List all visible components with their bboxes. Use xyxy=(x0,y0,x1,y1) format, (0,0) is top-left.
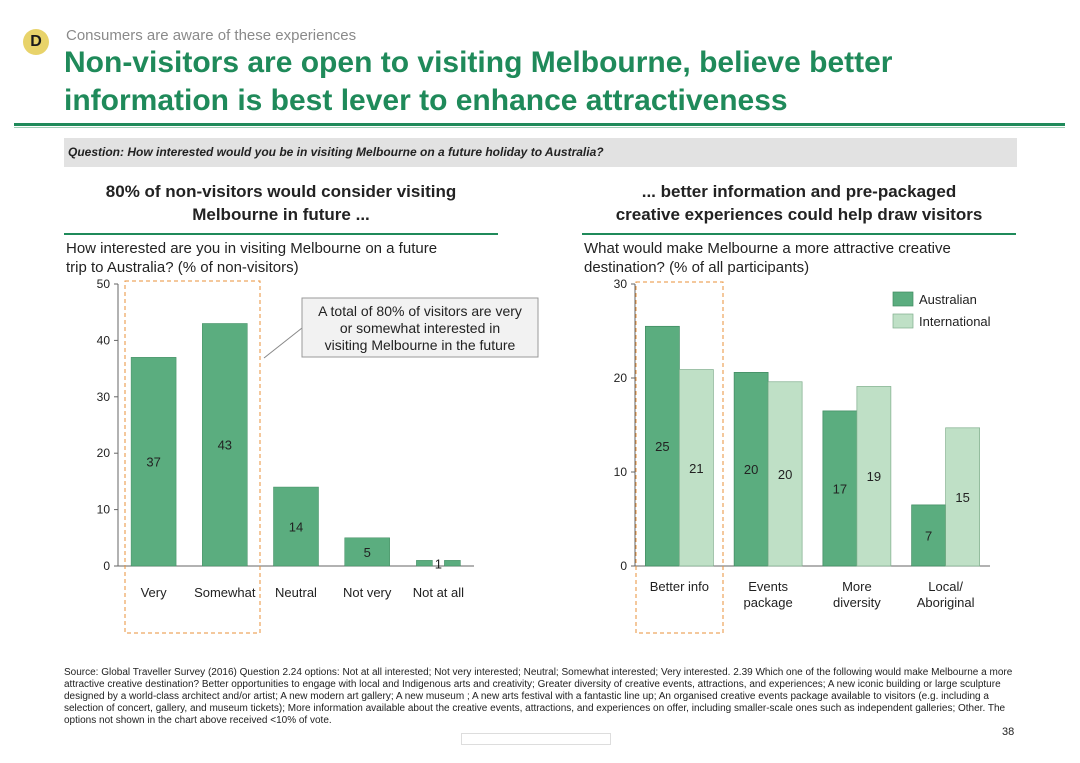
page-number: 38 xyxy=(1002,726,1015,738)
right-bar-international xyxy=(856,386,892,567)
question-banner: Question: How interested would you be in… xyxy=(64,138,1017,167)
page-title: Non-visitors are open to visiting Melbou… xyxy=(64,44,1064,120)
right-highlight-box xyxy=(635,281,724,634)
right-panel-rule xyxy=(582,233,1016,235)
right-category-label: diversity xyxy=(833,595,881,610)
left-heading-line-1: 80% of non-visitors would consider visit… xyxy=(105,182,457,201)
section-badge: D xyxy=(23,29,49,55)
right-heading-line-2: creative experiences could help draw vis… xyxy=(615,205,983,224)
left-panel-rule xyxy=(64,233,498,235)
left-y-tick-label: 0 xyxy=(103,559,110,573)
right-category-label: Local/ xyxy=(928,579,963,594)
left-category-label: Neutral xyxy=(275,585,317,600)
callout-pointer xyxy=(263,327,303,359)
left-category-label: Not at all xyxy=(413,585,464,600)
legend-swatch xyxy=(892,291,914,307)
left-bar xyxy=(416,560,433,567)
right-category-label: More xyxy=(842,579,872,594)
left-bar-label: 14 xyxy=(289,520,303,535)
left-bar xyxy=(273,486,319,567)
right-bar-label: 20 xyxy=(778,467,792,482)
callout-line-1: A total of 80% of visitors are very xyxy=(318,303,522,319)
right-category-label: Aboriginal xyxy=(917,595,975,610)
left-bar-label: 5 xyxy=(364,545,371,560)
kicker-text: Consumers are aware of these experiences xyxy=(66,27,357,44)
right-subq-line-1: What would make Melbourne a more attract… xyxy=(584,240,951,257)
callout-box xyxy=(301,297,539,358)
right-y-tick-label: 30 xyxy=(614,277,628,291)
page-title-line-2: information is best lever to enhance att… xyxy=(64,84,788,117)
right-bar-australian xyxy=(645,325,680,567)
left-bar xyxy=(344,537,390,567)
legend-label: Australian xyxy=(919,292,977,307)
left-bar-label: 37 xyxy=(146,455,160,470)
left-bar-label: 1 xyxy=(435,556,442,571)
right-panel-heading: ... better information and pre-packaged … xyxy=(582,180,1016,226)
left-y-tick-label: 20 xyxy=(97,446,111,460)
right-category-label: Better info xyxy=(650,579,709,594)
left-subq-line-2: trip to Australia? (% of non-visitors) xyxy=(66,259,299,276)
left-panel-heading: 80% of non-visitors would consider visit… xyxy=(64,180,498,226)
callout: A total of 80% of visitors are very or s… xyxy=(263,297,539,359)
left-bar-chart: 0 10 20 30 40 50 37 Very 43 Somewhat 14 Neutral 5 Not… xyxy=(97,277,474,600)
left-category-label: Not very xyxy=(343,585,392,600)
title-rule-thin xyxy=(14,127,1065,128)
left-bar xyxy=(202,323,248,567)
right-y-tick-label: 10 xyxy=(614,465,628,479)
right-bar-label: 7 xyxy=(925,528,932,543)
left-bar-segment xyxy=(444,560,461,567)
footer-box xyxy=(461,733,611,745)
left-y-tick-label: 10 xyxy=(97,503,111,517)
right-subquestion: What would make Melbourne a more attract… xyxy=(584,239,1024,277)
right-bar-label: 19 xyxy=(867,469,881,484)
page-title-line-1: Non-visitors are open to visiting Melbou… xyxy=(64,46,893,79)
left-y-tick-label: 50 xyxy=(97,277,111,291)
right-category-label: package xyxy=(744,595,793,610)
left-y-tick-label: 40 xyxy=(97,333,111,347)
left-bar-label: 43 xyxy=(218,438,232,453)
right-bar-australian xyxy=(733,372,769,567)
legend-swatch xyxy=(892,313,914,329)
left-category-label: Very xyxy=(141,585,168,600)
left-category-label: Somewhat xyxy=(194,585,256,600)
left-bar xyxy=(130,357,177,567)
left-subq-line-1: How interested are you in visiting Melbo… xyxy=(66,240,438,257)
right-bar-international xyxy=(679,369,714,567)
right-heading-line-1: ... better information and pre-packaged xyxy=(641,182,957,201)
right-bar-label: 20 xyxy=(744,462,758,477)
callout-line-3: visiting Melbourne in the future xyxy=(325,337,516,353)
right-y-tick-label: 20 xyxy=(614,371,628,385)
right-bar-international xyxy=(767,381,803,567)
source-note: Source: Global Traveller Survey (2016) Q… xyxy=(64,667,1013,726)
right-category-label: Events xyxy=(748,579,788,594)
right-bar-australian xyxy=(822,410,858,567)
right-y-tick-label: 0 xyxy=(620,559,627,573)
left-highlight-box xyxy=(124,280,261,634)
right-bar-australian xyxy=(911,504,946,567)
right-subq-line-2: destination? (% of all participants) xyxy=(584,259,810,276)
right-bar-label: 17 xyxy=(833,481,847,496)
right-bar-label: 21 xyxy=(689,461,703,476)
right-bar-label: 15 xyxy=(955,490,969,505)
callout-line-2: or somewhat interested in xyxy=(340,320,500,336)
legend-label: International xyxy=(919,314,991,329)
left-y-tick-label: 30 xyxy=(97,390,111,404)
right-bar-international xyxy=(945,427,980,567)
right-bar-label: 25 xyxy=(655,439,669,454)
left-subquestion: How interested are you in visiting Melbo… xyxy=(66,239,506,277)
left-heading-line-2: Melbourne in future ... xyxy=(192,205,370,224)
title-rule xyxy=(14,123,1065,126)
